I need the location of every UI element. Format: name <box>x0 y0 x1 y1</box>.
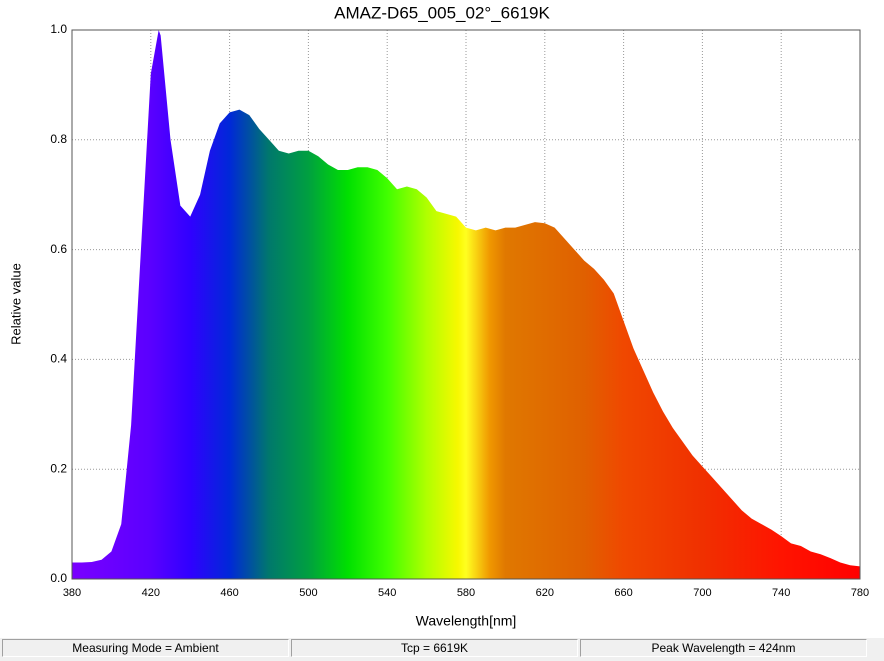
plot-frame <box>71 29 861 580</box>
x-tick-label: 500 <box>299 587 317 599</box>
y-tick-label: 0.2 <box>50 461 67 475</box>
x-axis-label: Wavelength[nm] <box>416 613 517 629</box>
chart-title: AMAZ-D65_005_02°_6619K <box>334 3 550 22</box>
y-tick-label: 0.4 <box>50 352 67 366</box>
y-tick-label: 0.8 <box>50 132 67 146</box>
x-tick-label: 660 <box>614 587 632 599</box>
y-tick-label: 1.0 <box>50 22 67 36</box>
x-tick-label: 780 <box>851 587 869 599</box>
x-tick-label: 420 <box>142 587 160 599</box>
y-tick-label: 0.6 <box>50 242 67 256</box>
spectrum-area <box>72 30 860 579</box>
chart: AMAZ-D65_005_02°_6619K Wavelength[nm] Re… <box>8 3 869 629</box>
x-tick-label: 540 <box>378 587 396 599</box>
status-mode: Measuring Mode = Ambient <box>2 639 289 657</box>
x-tick-label: 380 <box>63 587 81 599</box>
y-axis-label: Relative value <box>8 263 23 345</box>
status-peak: Peak Wavelength = 424nm <box>580 639 867 657</box>
x-tick-label: 740 <box>772 587 790 599</box>
x-tick-label: 580 <box>457 587 475 599</box>
x-tick-label: 460 <box>220 587 238 599</box>
x-tick-label: 620 <box>536 587 554 599</box>
status-bar: Measuring Mode = Ambient Tcp = 6619K Pea… <box>0 638 884 661</box>
y-tick-label: 0.0 <box>50 571 67 585</box>
status-tcp: Tcp = 6619K <box>291 639 578 657</box>
x-tick-label: 700 <box>693 587 711 599</box>
